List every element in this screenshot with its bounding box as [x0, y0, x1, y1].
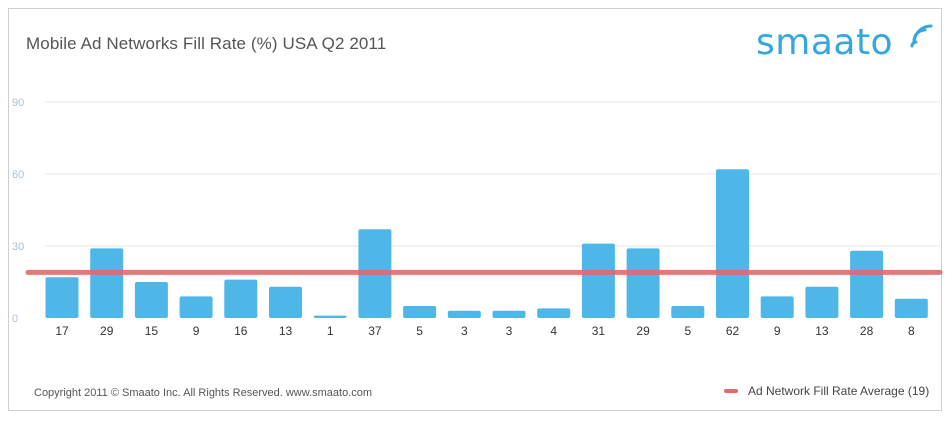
x-axis-labels: 17 29 15 9 16 13 1 37 5 3 3 4 31 29 5 62 9 13 28 8 — [55, 324, 915, 338]
x-tick-label: 9 — [193, 324, 200, 338]
bar — [716, 169, 749, 318]
bar — [894, 298, 928, 318]
smaato-logo: smaato — [756, 22, 894, 63]
y-tick-label: 0 — [12, 313, 18, 325]
bar — [626, 248, 660, 318]
x-tick-label: 31 — [592, 324, 606, 338]
y-tick-label: 30 — [12, 241, 24, 253]
x-tick-label: 9 — [774, 324, 781, 338]
bar — [45, 277, 79, 318]
x-tick-label: 4 — [550, 324, 557, 338]
bar — [581, 243, 615, 318]
x-tick-label: 1 — [327, 324, 334, 338]
bar — [224, 279, 258, 318]
bar — [403, 306, 437, 318]
y-tick-label: 60 — [12, 169, 24, 181]
x-tick-label: 13 — [815, 324, 829, 338]
x-tick-label: 28 — [860, 324, 874, 338]
x-tick-label: 16 — [234, 324, 248, 338]
bar — [313, 315, 347, 318]
bar — [760, 296, 794, 318]
bar — [90, 248, 124, 318]
bar — [179, 296, 213, 318]
x-tick-label: 17 — [55, 324, 69, 338]
x-tick-label: 37 — [368, 324, 382, 338]
bar — [492, 310, 526, 318]
x-tick-label: 13 — [279, 324, 293, 338]
x-tick-label: 3 — [506, 324, 513, 338]
x-tick-label: 3 — [461, 324, 468, 338]
bars — [45, 169, 928, 318]
bar — [671, 306, 705, 318]
x-tick-label: 29 — [100, 324, 114, 338]
bar — [447, 310, 481, 318]
legend-swatch — [724, 389, 738, 393]
x-tick-label: 62 — [726, 324, 740, 338]
y-axis-ticks: 0 30 60 90 — [12, 97, 24, 325]
wifi-signal-icon — [910, 24, 933, 48]
bar — [805, 286, 839, 318]
legend: Ad Network Fill Rate Average (19) — [724, 384, 929, 398]
bar — [537, 308, 571, 318]
y-tick-label: 90 — [12, 97, 24, 109]
bar — [850, 250, 884, 318]
grid-lines — [45, 101, 940, 247]
x-tick-label: 5 — [684, 324, 691, 338]
legend-label: Ad Network Fill Rate Average (19) — [748, 384, 930, 398]
chart-title: Mobile Ad Networks Fill Rate (%) USA Q2 … — [26, 34, 387, 53]
x-tick-label: 29 — [636, 324, 650, 338]
x-tick-label: 15 — [145, 324, 159, 338]
chart-frame — [8, 8, 942, 411]
copyright-text: Copyright 2011 © Smaato Inc. All Rights … — [34, 387, 373, 399]
x-tick-label: 5 — [416, 324, 423, 338]
bar — [269, 286, 302, 318]
x-tick-label: 8 — [908, 324, 915, 338]
bar — [134, 282, 168, 318]
